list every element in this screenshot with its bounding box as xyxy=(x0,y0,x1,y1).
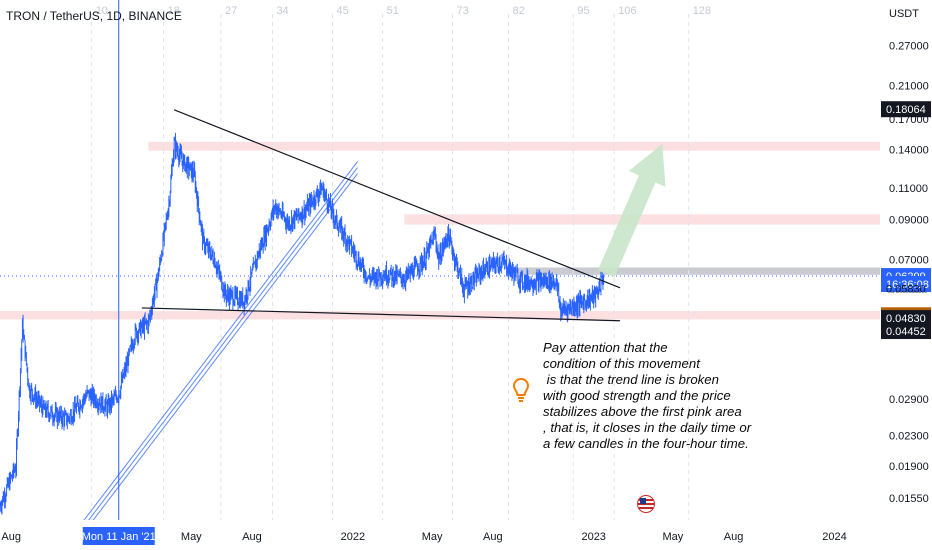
support-line[interactable] xyxy=(141,307,621,322)
bar-count-label: 128 xyxy=(693,5,711,17)
lightbulb-icon xyxy=(512,377,530,405)
price-tick-label: 0.21000 xyxy=(889,80,929,92)
price-label-text: 0.04830 xyxy=(886,313,926,325)
bar-count-label: 45 xyxy=(336,5,348,17)
bar-count-label: 51 xyxy=(387,5,399,17)
bar-count-label: 106 xyxy=(618,5,636,17)
currency-label: USDT xyxy=(889,8,919,20)
symbol-title: TRON / TetherUS, 1D, BINANCE xyxy=(6,9,182,23)
price-label-badge xyxy=(881,310,931,327)
price-tick-label: 0.09000 xyxy=(889,215,929,227)
zones-layer xyxy=(0,141,880,320)
bar-count-label: 82 xyxy=(513,5,525,17)
gray-zone xyxy=(508,267,880,275)
crosshair-date-badge xyxy=(82,527,155,545)
price-label-text: 0.05830 xyxy=(886,283,926,295)
analysis-note: Pay attention that the condition of this … xyxy=(543,340,783,452)
us-flag-icon[interactable] xyxy=(637,495,655,513)
channel-upper-line xyxy=(69,173,358,550)
time-tick-label: 2022 xyxy=(341,531,365,543)
bar-count-label: 10 xyxy=(96,5,108,17)
arrow-shape xyxy=(597,144,666,278)
candles-layer xyxy=(0,132,605,515)
time-tick-label: Aug xyxy=(242,531,262,543)
time-tick-label: May xyxy=(662,531,683,543)
pink-zone-3 xyxy=(0,311,880,320)
trendlines-layer xyxy=(0,109,880,322)
bar-count-label: 18 xyxy=(168,5,180,17)
note-line: stabilizes above the first pink area xyxy=(543,404,742,419)
descending-trendline[interactable] xyxy=(173,109,621,289)
time-tick-label: May xyxy=(181,531,202,543)
price-label-badge xyxy=(881,323,931,340)
projection-arrow xyxy=(597,144,666,278)
price-tick-label: 0.01550 xyxy=(889,493,929,505)
bar-count-label: 73 xyxy=(457,5,469,17)
price-tick-label: 0.11000 xyxy=(889,183,928,195)
note-line: condition of this movement xyxy=(543,356,700,371)
time-axis[interactable]: Aug Mon 11 Jan '21 May Aug 2022 May Aug 2023 May… xyxy=(0,520,880,550)
note-line: a few candles in the four-hour time. xyxy=(543,436,749,451)
price-label-text: 16:36:08 xyxy=(886,279,929,291)
time-tick-label: 2024 xyxy=(822,531,846,543)
price-tick-label: 0.02900 xyxy=(889,394,929,406)
price-tick-label: 0.14000 xyxy=(889,145,929,157)
price-tick-label: 0.01900 xyxy=(889,461,929,473)
price-label-text: 0.18064 xyxy=(886,104,926,116)
time-tick-label: Aug xyxy=(724,531,744,543)
bar-count-label: 34 xyxy=(276,5,288,17)
crosshair-date-label: Mon 11 Jan '21 xyxy=(82,531,156,543)
bar-count-label: 27 xyxy=(225,5,237,17)
pink-zone-1 xyxy=(148,141,880,151)
price-labels-layer: 0.180640.0629916:36:080.058300.049170.04… xyxy=(881,101,931,340)
bar-count-layer: 10 18 27 34 45 51 73 82 95 106 128 xyxy=(91,5,711,520)
note-line: with good strength and the price xyxy=(543,388,731,403)
note-line: is that the trend line is broken xyxy=(543,372,719,387)
price-label-badge xyxy=(881,276,931,293)
time-tick-label: 2023 xyxy=(581,531,605,543)
price-tick-label: 0.27000 xyxy=(889,41,929,53)
time-tick-label: May xyxy=(422,531,443,543)
note-line: , that is, it closes in the daily time o… xyxy=(543,420,752,435)
channel-middle-line xyxy=(65,167,358,550)
pink-zone-2 xyxy=(404,214,880,225)
price-tick-label: 0.07000 xyxy=(889,254,929,266)
note-line: Pay attention that the xyxy=(543,340,668,355)
price-tick-label: 0.02300 xyxy=(889,431,929,443)
price-label-text: 0.04452 xyxy=(886,326,926,338)
time-tick-label: Aug xyxy=(483,531,503,543)
channel-lower-line xyxy=(63,161,358,547)
bar-count-label: 95 xyxy=(577,5,589,17)
channel-layer xyxy=(63,161,358,550)
price-label-badge xyxy=(881,101,931,118)
time-tick-label: Aug xyxy=(1,531,21,543)
